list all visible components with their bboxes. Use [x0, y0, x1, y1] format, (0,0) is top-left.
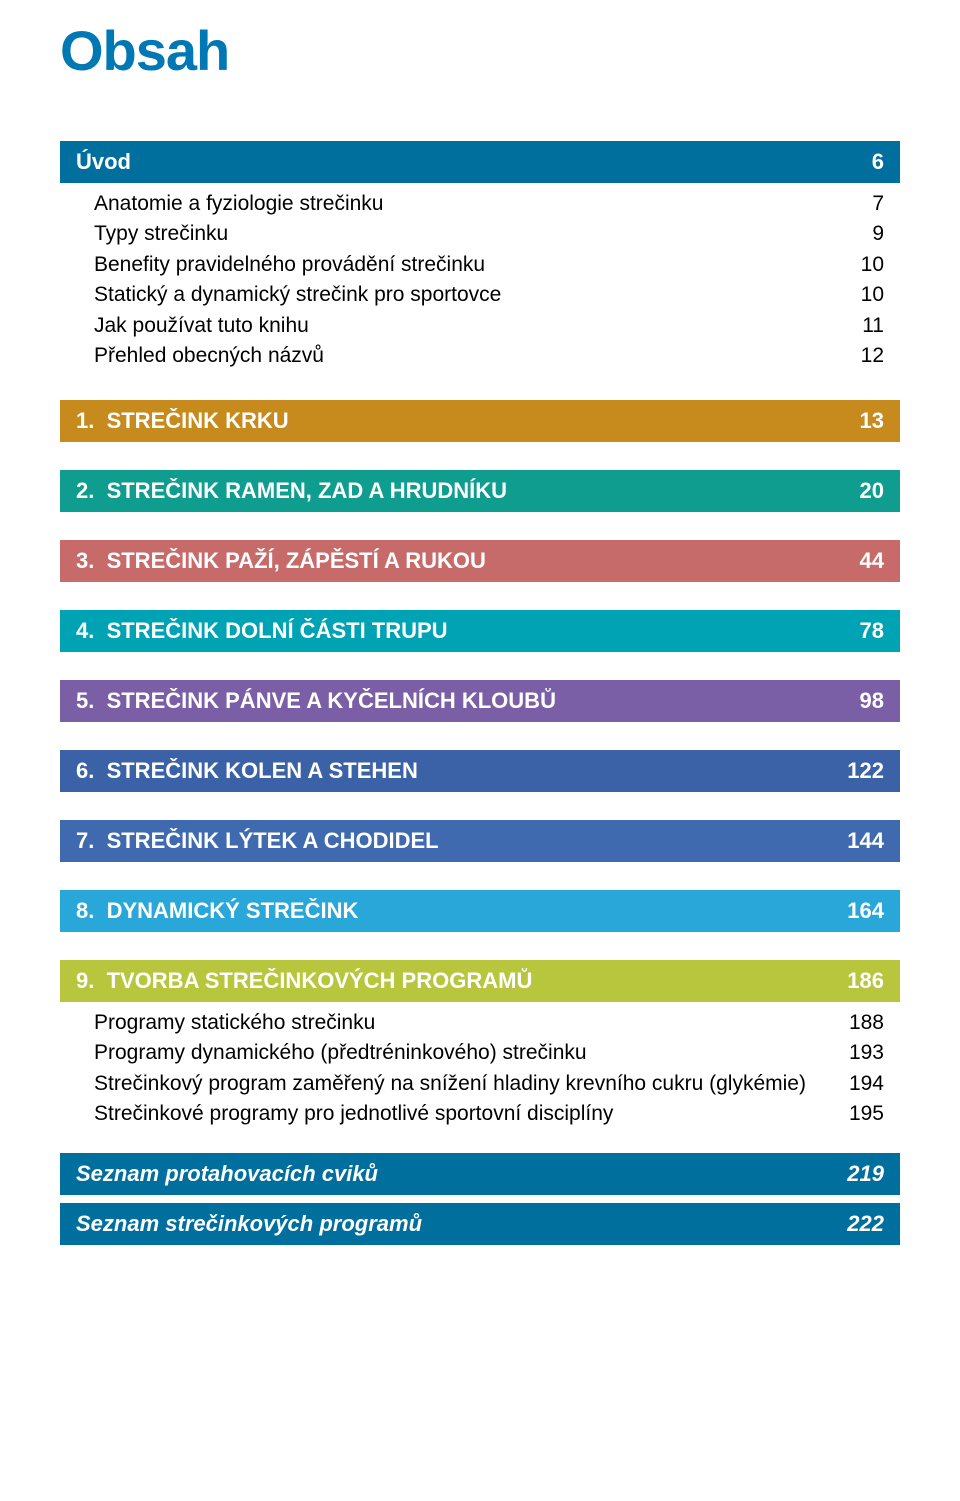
chapter-9-item-3[interactable]: Strečinkové programy pro jednotlivé spor… — [94, 1099, 884, 1129]
chapter-9-items: Programy statického strečinku188Programy… — [60, 1002, 900, 1130]
intro-bar-page: 6 — [872, 149, 884, 175]
intro-item-3-label: Statický a dynamický strečink pro sporto… — [94, 280, 861, 310]
chapter-bar-1-page: 13 — [860, 408, 884, 434]
chapter-9-item-0[interactable]: Programy statického strečinku188 — [94, 1008, 884, 1038]
chapter-bar-9-page: 186 — [847, 968, 884, 994]
footer-bars: Seznam protahovacích cviků 219 Seznam stre… — [60, 1153, 900, 1245]
chapter-bar-6[interactable]: 6. STREČINK KOLEN A STEHEN 122 — [60, 750, 900, 792]
intro-items: Anatomie a fyziologie strečinku7Typy str… — [60, 183, 900, 372]
page-title: Obsah — [60, 18, 900, 83]
chapter-bar-2-label: 2. STREČINK RAMEN, ZAD A HRUDNÍKU — [76, 478, 507, 504]
intro-bar[interactable]: Úvod 6 — [60, 141, 900, 183]
intro-item-5-label: Přehled obecných názvů — [94, 341, 861, 371]
chapters-list: 1. STREČINK KRKU 13 2. STREČINK RAMEN, ZAD… — [60, 400, 900, 932]
chapter-bar-5-page: 98 — [860, 688, 884, 714]
chapter-bar-2[interactable]: 2. STREČINK RAMEN, ZAD A HRUDNÍKU 20 — [60, 470, 900, 512]
intro-section: Úvod6Anatomie a fyziologie strečinku7Typ… — [60, 141, 900, 372]
chapter-9-item-1[interactable]: Programy dynamického (předtréninkového) … — [94, 1038, 884, 1068]
intro-item-2[interactable]: Benefity pravidelného provádění strečink… — [94, 250, 884, 280]
intro-item-0-page: 7 — [872, 189, 884, 219]
chapter-bar-3-page: 44 — [860, 548, 884, 574]
chapter-bar-2-page: 20 — [860, 478, 884, 504]
chapter-9-item-2-label: Strečinkový program zaměřený na snížení … — [94, 1069, 849, 1099]
chapter-9-item-2[interactable]: Strečinkový program zaměřený na snížení … — [94, 1069, 884, 1099]
footer-bar-0-page: 219 — [847, 1161, 884, 1187]
footer-bar-0[interactable]: Seznam protahovacích cviků 219 — [60, 1153, 900, 1195]
footer-bar-0-label: Seznam protahovacích cviků — [76, 1161, 378, 1187]
intro-item-2-label: Benefity pravidelného provádění strečink… — [94, 250, 861, 280]
chapter-9-section: 9. TVORBA STREČINKOVÝCH PROGRAMŮ 186 Progr… — [60, 960, 900, 1130]
intro-bar-label: Úvod — [76, 149, 131, 175]
chapter-bar-4[interactable]: 4. STREČINK DOLNÍ ČÁSTI TRUPU 78 — [60, 610, 900, 652]
chapter-9-item-1-label: Programy dynamického (předtréninkového) … — [94, 1038, 849, 1068]
intro-item-2-page: 10 — [861, 250, 884, 280]
chapter-bar-3[interactable]: 3. STREČINK PAŽÍ, ZÁPĚSTÍ A RUKOU 44 — [60, 540, 900, 582]
chapter-9-item-2-page: 194 — [849, 1069, 884, 1099]
intro-item-1-label: Typy strečinku — [94, 219, 872, 249]
chapter-9-item-0-label: Programy statického strečinku — [94, 1008, 849, 1038]
intro-item-4-label: Jak používat tuto knihu — [94, 311, 862, 341]
chapter-bar-8[interactable]: 8. DYNAMICKÝ STREČINK 164 — [60, 890, 900, 932]
intro-item-5-page: 12 — [861, 341, 884, 371]
chapter-bar-8-page: 164 — [847, 898, 884, 924]
footer-bar-1-page: 222 — [847, 1211, 884, 1237]
chapter-bar-3-label: 3. STREČINK PAŽÍ, ZÁPĚSTÍ A RUKOU — [76, 548, 486, 574]
intro-item-3-page: 10 — [861, 280, 884, 310]
chapter-bar-1[interactable]: 1. STREČINK KRKU 13 — [60, 400, 900, 442]
chapter-bar-5-label: 5. STREČINK PÁNVE A KYČELNÍCH KLOUBŮ — [76, 688, 556, 714]
intro-item-1-page: 9 — [872, 219, 884, 249]
chapter-bar-1-label: 1. STREČINK KRKU — [76, 408, 289, 434]
footer-bar-1-label: Seznam strečinkových programů — [76, 1211, 422, 1237]
intro-item-0[interactable]: Anatomie a fyziologie strečinku7 — [94, 189, 884, 219]
chapter-bar-7[interactable]: 7. STREČINK LÝTEK A CHODIDEL 144 — [60, 820, 900, 862]
intro-item-1[interactable]: Typy strečinku9 — [94, 219, 884, 249]
chapter-bar-5[interactable]: 5. STREČINK PÁNVE A KYČELNÍCH KLOUBŮ 98 — [60, 680, 900, 722]
chapter-9-item-3-page: 195 — [849, 1099, 884, 1129]
chapter-bar-6-page: 122 — [847, 758, 884, 784]
intro-item-4-page: 11 — [862, 311, 884, 341]
chapter-9-item-0-page: 188 — [849, 1008, 884, 1038]
chapter-bar-6-label: 6. STREČINK KOLEN A STEHEN — [76, 758, 418, 784]
chapter-bar-9-label: 9. TVORBA STREČINKOVÝCH PROGRAMŮ — [76, 968, 532, 994]
intro-item-3[interactable]: Statický a dynamický strečink pro sporto… — [94, 280, 884, 310]
intro-item-5[interactable]: Přehled obecných názvů12 — [94, 341, 884, 371]
chapter-bar-8-label: 8. DYNAMICKÝ STREČINK — [76, 898, 358, 924]
chapter-bar-7-label: 7. STREČINK LÝTEK A CHODIDEL — [76, 828, 439, 854]
footer-bar-1[interactable]: Seznam strečinkových programů 222 — [60, 1203, 900, 1245]
chapter-9-item-1-page: 193 — [849, 1038, 884, 1068]
chapter-bar-4-label: 4. STREČINK DOLNÍ ČÁSTI TRUPU — [76, 618, 448, 644]
intro-item-0-label: Anatomie a fyziologie strečinku — [94, 189, 872, 219]
intro-item-4[interactable]: Jak používat tuto knihu11 — [94, 311, 884, 341]
chapter-bar-7-page: 144 — [847, 828, 884, 854]
chapter-bar-4-page: 78 — [860, 618, 884, 644]
chapter-bar-9[interactable]: 9. TVORBA STREČINKOVÝCH PROGRAMŮ 186 — [60, 960, 900, 1002]
chapter-9-item-3-label: Strečinkové programy pro jednotlivé spor… — [94, 1099, 849, 1129]
